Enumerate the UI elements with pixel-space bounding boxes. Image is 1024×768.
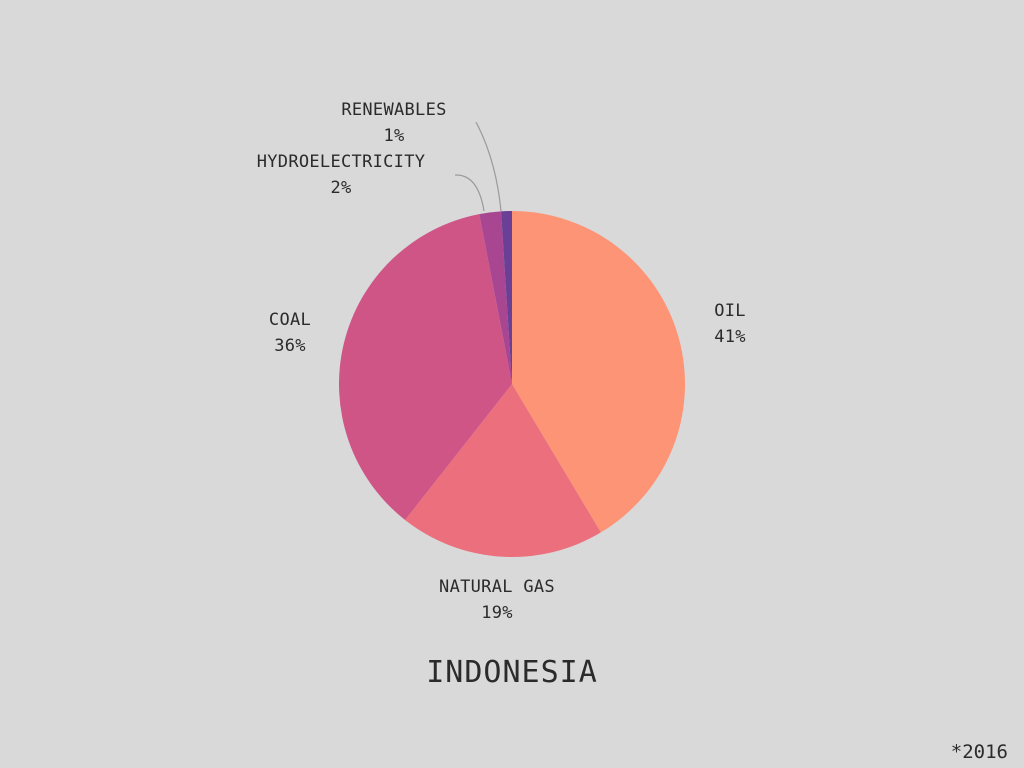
pie-slice-renewables [501,211,512,384]
pie-slice-hydroelectricity [479,211,512,384]
slice-label-value: 36% [274,336,306,356]
slice-labels: OIL 41% NATURAL GAS 19% COAL 36% HYDROELECTRIC… [257,100,746,623]
pie-slice-coal [339,214,512,520]
slice-label-name: NATURAL GAS [439,577,555,597]
slice-label-name: OIL [714,301,746,321]
chart-title: INDONESIA [426,655,598,690]
slice-label-value: 41% [714,327,746,347]
slice-label-value: 19% [481,603,513,623]
slice-label-value: 1% [383,126,404,146]
slice-label-name: RENEWABLES [341,100,446,120]
leader-lines [454,121,502,212]
leader-line [475,121,502,212]
pie-slice-oil [512,211,686,533]
slice-label-name: HYDROELECTRICITY [257,152,426,172]
leader-line [454,174,485,212]
pie-slice-natural-gas [405,384,601,558]
slice-label-name: COAL [269,310,311,330]
pie-slices [339,211,686,558]
footnote: *2016 [951,741,1008,763]
slice-label-value: 2% [330,178,351,198]
